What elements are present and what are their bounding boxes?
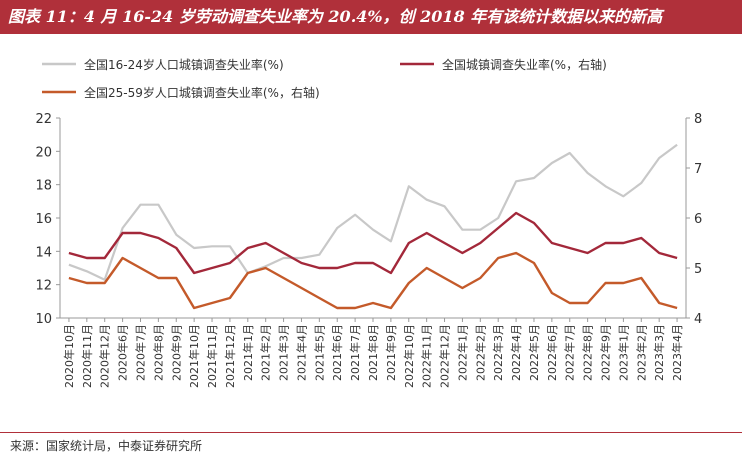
x-tick-label: 2021年12月 [223,324,237,388]
x-tick-label: 2022年8月 [581,324,595,381]
x-tick-label: 2020年9月 [169,324,183,381]
y-tick-label-right: 6 [694,212,702,227]
y-tick-label-left: 16 [35,212,52,227]
x-tick-label: 2022年1月 [455,324,469,381]
y-tick-label-left: 18 [35,179,52,194]
source-divider [0,432,742,433]
title-bar: 图表 11：4 月 16-24 岁劳动调查失业率为 20.4%，创 2018 年… [0,0,742,34]
y-tick-label-right: 7 [694,162,702,177]
x-tick-label: 2021年7月 [348,324,362,381]
x-tick-label: 2020年7月 [133,324,147,381]
x-tick-label: 2022年10月 [402,324,416,388]
x-tick-label: 2021年3月 [277,324,291,381]
legend-label-3: 全国25-59岁人口城镇调查失业率(%，右轴) [84,85,320,100]
y-tick-label-right: 8 [694,112,702,127]
x-tick-label: 2021年4月 [294,324,308,381]
line-chart: 全国16-24岁人口城镇调查失业率(%) 全国城镇调查失业率(%，右轴) 全国25-… [35,57,702,388]
x-axis-labels: 2020年10月 2020年11月 2020年12月 2020年6月 2020年7月 20… [62,318,684,388]
series-line-2 [68,211,678,275]
x-tick-label: 2023年1月 [616,324,630,381]
series-layer [68,143,678,310]
x-tick-label: 2020年8月 [151,324,165,381]
axes: 10 12 14 16 18 20 22 4 5 6 7 8 [35,112,702,327]
x-tick-label: 2021年2月 [259,324,273,381]
x-tick-label: 2022年7月 [563,324,577,381]
y-tick-label-left: 14 [35,245,52,260]
x-tick-label: 2023年3月 [652,324,666,381]
x-tick-label: 2022年6月 [545,324,559,381]
y-tick-label-right: 5 [694,262,702,277]
y-tick-label-left: 10 [35,312,52,327]
x-tick-label: 2020年6月 [116,324,130,381]
chart-title: 图表 11：4 月 16-24 岁劳动调查失业率为 20.4%，创 2018 年… [8,7,663,26]
x-tick-label: 2023年2月 [634,324,648,381]
y-tick-label-left: 20 [35,145,52,160]
x-tick-label: 2021年9月 [384,324,398,381]
x-tick-label: 2022年4月 [509,324,523,381]
x-tick-label: 2022年3月 [491,324,505,381]
legend: 全国16-24岁人口城镇调查失业率(%) 全国城镇调查失业率(%，右轴) 全国25-… [42,57,607,100]
y-tick-label-left: 12 [35,279,52,294]
x-tick-label: 2021年8月 [366,324,380,381]
legend-label-1: 全国16-24岁人口城镇调查失业率(%) [84,57,284,72]
series-line-3 [68,251,678,310]
x-tick-label: 2020年11月 [80,324,94,388]
series-line-1 [68,143,678,281]
x-tick-label: 2020年10月 [62,324,76,388]
x-tick-label: 2021年11月 [205,324,219,388]
y-tick-label-left: 22 [35,112,52,127]
x-tick-label: 2022年12月 [438,324,452,388]
x-tick-label: 2022年11月 [420,324,434,388]
x-tick-label: 2021年6月 [330,324,344,381]
x-tick-label: 2021年10月 [187,324,201,388]
x-tick-label: 2021年1月 [241,324,255,381]
x-tick-label: 2020年12月 [98,324,112,388]
x-tick-label: 2022年5月 [527,324,541,381]
x-tick-label: 2021年5月 [312,324,326,381]
x-tick-label: 2023年4月 [670,324,684,381]
x-tick-label: 2022年9月 [599,324,613,381]
y-tick-label-right: 4 [694,312,702,327]
source-note: 来源：国家统计局，中泰证券研究所 [10,439,203,453]
x-tick-label: 2022年2月 [473,324,487,381]
legend-label-2: 全国城镇调查失业率(%，右轴) [442,57,607,72]
